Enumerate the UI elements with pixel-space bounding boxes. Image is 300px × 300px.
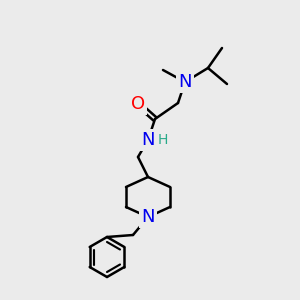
Text: N: N	[178, 73, 192, 91]
Text: N: N	[141, 131, 155, 149]
Text: N: N	[141, 208, 155, 226]
Text: H: H	[158, 133, 168, 147]
Text: O: O	[131, 95, 145, 113]
